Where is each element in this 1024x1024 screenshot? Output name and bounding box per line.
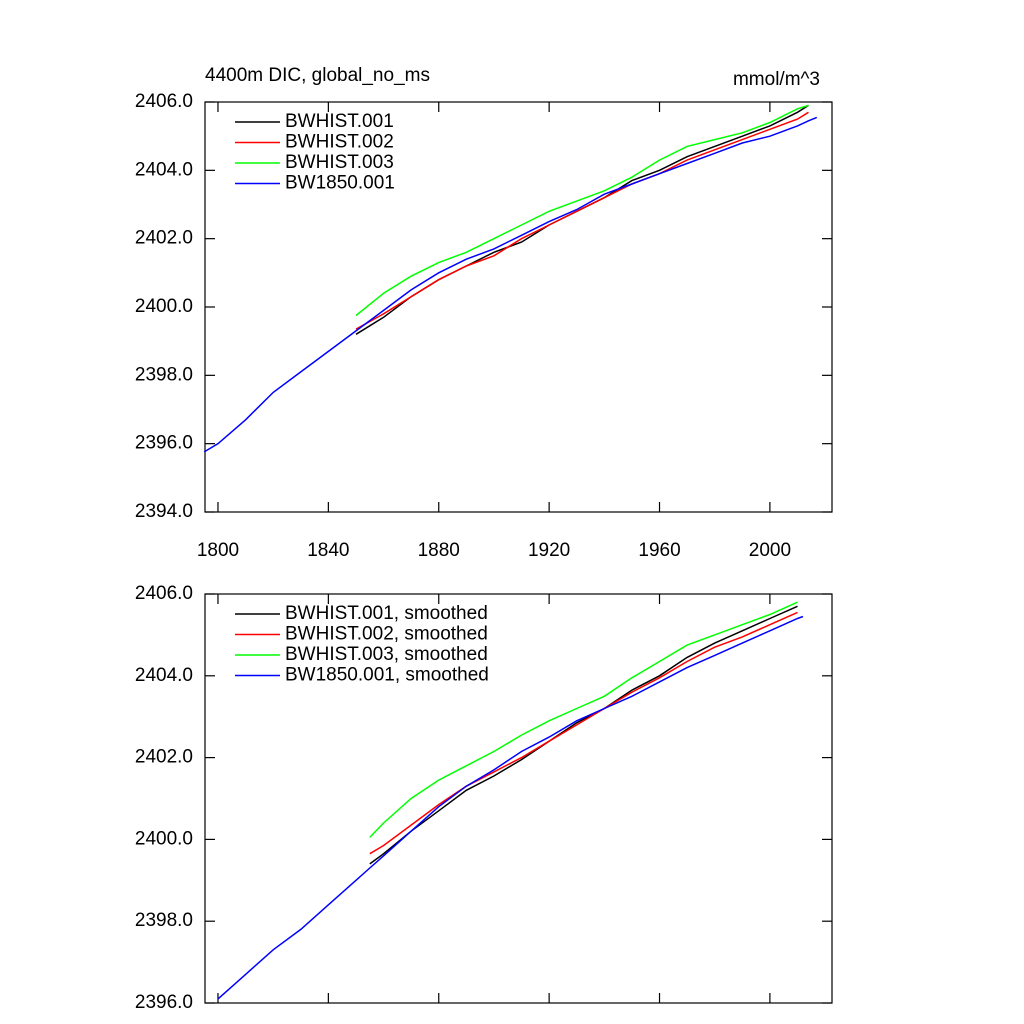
x-tick-label: 1800 bbox=[197, 540, 239, 561]
y-tick-label: 2396.0 bbox=[135, 992, 193, 1013]
legend-label: BWHIST.001 bbox=[285, 111, 394, 132]
y-tick-label: 2398.0 bbox=[135, 910, 193, 931]
y-tick-label: 2398.0 bbox=[135, 364, 193, 385]
legend-label: BWHIST.002, smoothed bbox=[285, 624, 488, 645]
legend-label: BW1850.001 bbox=[285, 173, 395, 194]
y-tick-label: 2400.0 bbox=[135, 296, 193, 317]
y-tick-label: 2402.0 bbox=[135, 228, 193, 249]
legend-label: BWHIST.003 bbox=[285, 152, 394, 173]
y-tick-label: 2402.0 bbox=[135, 747, 193, 768]
chart-title: 4400m DIC, global_no_ms bbox=[205, 65, 430, 86]
x-tick-label: 1960 bbox=[638, 540, 680, 561]
x-tick-label: 1920 bbox=[528, 540, 570, 561]
y-tick-label: 2404.0 bbox=[135, 665, 193, 686]
legend-label: BWHIST.002 bbox=[285, 132, 394, 153]
legend-label: BW1850.001, smoothed bbox=[285, 665, 489, 686]
series-line bbox=[355, 104, 809, 317]
series-line bbox=[355, 111, 809, 330]
y-tick-label: 2396.0 bbox=[135, 433, 193, 454]
series-line bbox=[369, 605, 798, 865]
y-tick-label: 2404.0 bbox=[135, 159, 193, 180]
y-tick-label: 2400.0 bbox=[135, 828, 193, 849]
series-line bbox=[369, 601, 798, 838]
y-tick-label: 2394.0 bbox=[135, 501, 193, 522]
x-tick-label: 2000 bbox=[749, 540, 791, 561]
y-tick-label: 2406.0 bbox=[135, 91, 193, 112]
legend-label: BWHIST.003, smoothed bbox=[285, 644, 488, 665]
x-tick-label: 1880 bbox=[418, 540, 460, 561]
series-line bbox=[369, 611, 798, 855]
legend-label: BWHIST.001, smoothed bbox=[285, 603, 488, 624]
y-tick-label: 2406.0 bbox=[135, 583, 193, 604]
series-line bbox=[203, 116, 818, 453]
series-line bbox=[217, 615, 804, 1000]
plot-frame bbox=[204, 593, 833, 1004]
units-label: mmol/m^3 bbox=[733, 69, 820, 90]
x-tick-label: 1840 bbox=[307, 540, 349, 561]
